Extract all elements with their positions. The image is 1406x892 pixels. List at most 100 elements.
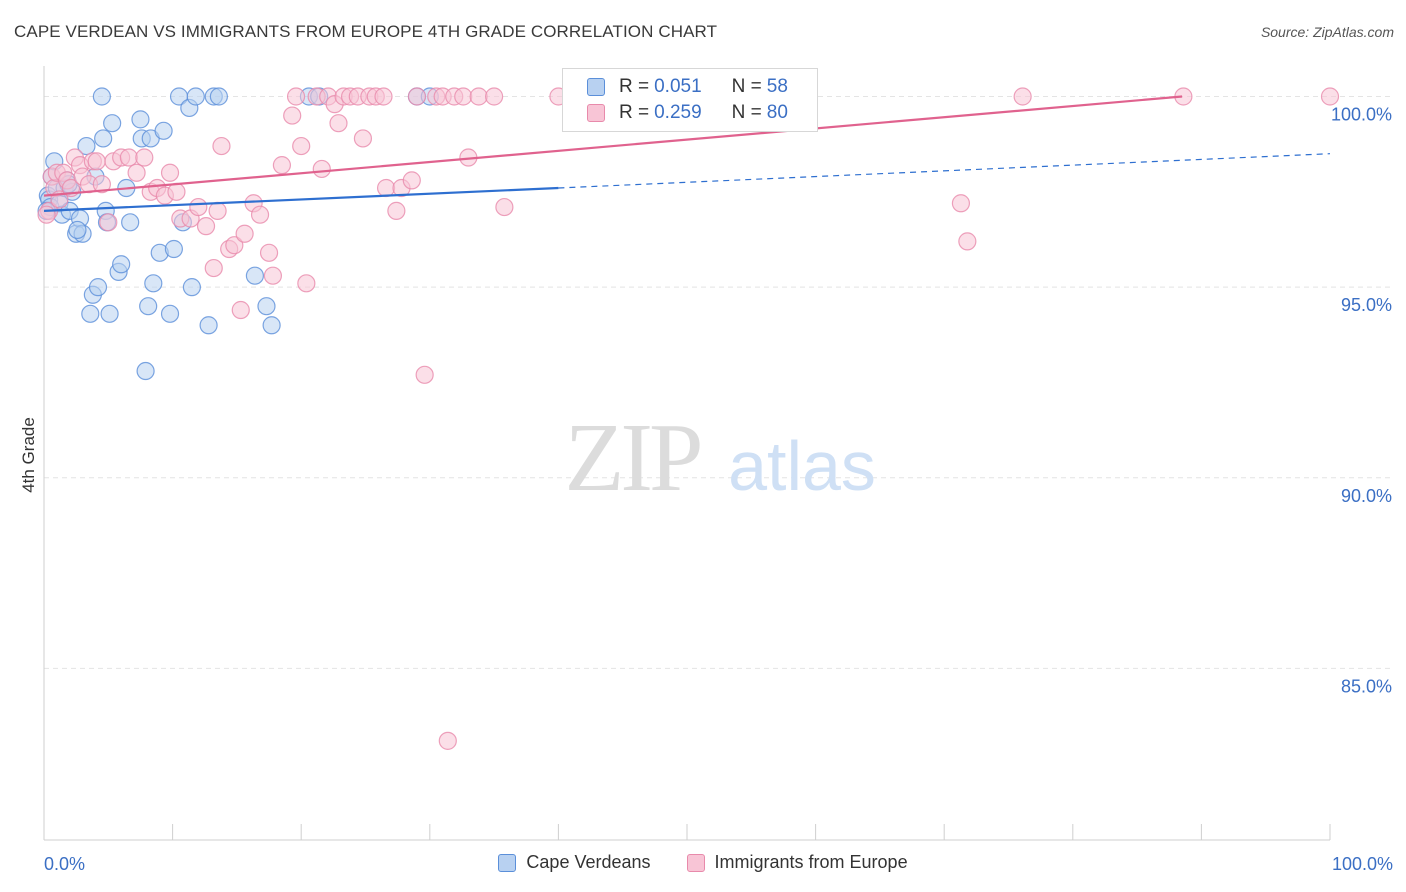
point-immigrants-from-europe	[92, 175, 111, 194]
legend-label: Cape Verdeans	[526, 852, 651, 872]
point-immigrants-from-europe	[951, 194, 971, 213]
legend-item-cape-verdeans[interactable]: Cape Verdeans	[498, 852, 651, 873]
point-immigrants-from-europe	[297, 274, 316, 293]
point-immigrants-from-europe	[87, 152, 106, 171]
watermark-atlas: atlas	[728, 427, 876, 505]
watermark: ZIP atlas	[565, 404, 876, 512]
point-immigrants-from-europe	[1013, 87, 1032, 106]
point-cape-verdeans	[154, 121, 173, 140]
point-cape-verdeans	[77, 136, 96, 156]
stats-legend-row-immigrants-from-europe: R = 0.259 N = 80	[587, 100, 788, 126]
legend-swatch-pink	[587, 104, 605, 122]
stats-legend: R = 0.051 N = 58 R = 0.259 N = 80	[562, 68, 818, 132]
y-tick-label: 95.0%	[1341, 295, 1392, 315]
n-value: 80	[766, 102, 788, 123]
n-value: 58	[766, 76, 788, 97]
point-immigrants-from-europe	[485, 87, 504, 106]
point-cape-verdeans	[81, 304, 100, 323]
point-immigrants-from-europe	[263, 266, 283, 285]
n-label: N =	[731, 102, 762, 123]
point-immigrants-from-europe	[495, 197, 514, 217]
point-immigrants-from-europe	[212, 136, 231, 156]
point-immigrants-from-europe	[259, 243, 279, 262]
point-cape-verdeans	[164, 239, 183, 259]
point-immigrants-from-europe	[196, 217, 216, 236]
point-cape-verdeans	[139, 297, 158, 316]
point-cape-verdeans	[209, 87, 228, 106]
point-immigrants-from-europe	[376, 178, 396, 198]
point-cape-verdeans	[88, 278, 108, 297]
chart-title: CAPE VERDEAN VS IMMIGRANTS FROM EUROPE 4…	[14, 22, 718, 41]
point-cape-verdeans	[245, 266, 265, 285]
stats-legend-row-cape-verdeans: R = 0.051 N = 58	[587, 74, 788, 100]
x-tick-label: 0.0%	[44, 854, 85, 874]
watermark-zip: ZIP	[565, 404, 700, 512]
point-immigrants-from-europe	[119, 148, 138, 167]
point-immigrants-from-europe	[438, 731, 457, 750]
point-immigrants-from-europe	[167, 182, 186, 201]
legend-swatch-blue	[587, 78, 605, 96]
point-cape-verdeans	[94, 129, 113, 148]
point-immigrants-from-europe	[1320, 87, 1340, 106]
trend-layer	[43, 95, 1331, 212]
trendline-cape-verdeans-projection	[558, 153, 1331, 189]
trendline-immigrants-from-europe	[43, 95, 1183, 197]
point-immigrants-from-europe	[160, 163, 180, 182]
x-tick-label: 100.0%	[1332, 854, 1393, 874]
point-cape-verdeans	[144, 274, 163, 293]
point-cape-verdeans	[100, 304, 119, 323]
label-layer: 100.0% 95.0% 90.0% 85.0% 0.0% 100.0% 4th Grade	[19, 105, 1393, 874]
legend-label: Immigrants from Europe	[714, 852, 908, 872]
point-immigrants-from-europe	[99, 213, 118, 232]
point-immigrants-from-europe	[415, 365, 434, 384]
point-immigrants-from-europe	[469, 87, 488, 106]
r-value: 0.259	[654, 102, 702, 123]
y-tick-label: 100.0%	[1331, 105, 1392, 125]
point-immigrants-from-europe	[225, 236, 244, 255]
r-label: R =	[619, 76, 650, 97]
point-cape-verdeans	[103, 114, 122, 133]
point-immigrants-from-europe	[283, 106, 302, 125]
r-label: R =	[619, 102, 650, 123]
point-immigrants-from-europe	[402, 171, 421, 190]
point-cape-verdeans	[136, 361, 155, 381]
series-legend: Cape Verdeans Immigrants from Europe	[0, 852, 1406, 873]
legend-swatch-blue	[498, 853, 517, 872]
point-immigrants-from-europe	[204, 258, 223, 278]
y-tick-label: 90.0%	[1341, 486, 1392, 506]
point-immigrants-from-europe	[292, 136, 311, 156]
point-immigrants-from-europe	[387, 201, 406, 220]
point-immigrants-from-europe	[127, 163, 146, 182]
point-immigrants-from-europe	[454, 87, 473, 106]
point-cape-verdeans	[199, 316, 218, 335]
point-immigrants-from-europe	[272, 156, 292, 175]
point-immigrants-from-europe	[235, 224, 254, 243]
source-credit: Source: ZipAtlas.com	[1260, 24, 1394, 40]
n-label: N =	[731, 76, 762, 97]
point-cape-verdeans	[182, 278, 201, 297]
point-immigrants-from-europe	[37, 205, 56, 224]
point-immigrants-from-europe	[189, 197, 208, 217]
point-immigrants-from-europe	[312, 159, 331, 179]
legend-swatch-pink	[686, 853, 705, 872]
point-immigrants-from-europe	[958, 232, 977, 251]
point-immigrants-from-europe	[250, 205, 270, 224]
legend-item-immigrants-from-europe[interactable]: Immigrants from Europe	[686, 852, 908, 873]
y-tick-label: 85.0%	[1341, 676, 1392, 696]
point-immigrants-from-europe	[353, 129, 373, 148]
point-immigrants-from-europe	[286, 87, 306, 106]
point-cape-verdeans	[131, 110, 150, 129]
point-cape-verdeans	[112, 255, 131, 274]
point-immigrants-from-europe	[231, 300, 250, 320]
point-cape-verdeans	[160, 304, 180, 323]
point-immigrants-from-europe	[135, 148, 154, 167]
grid-layer	[44, 96, 1390, 669]
r-value: 0.051	[654, 76, 702, 97]
trendline-cape-verdeans	[43, 186, 559, 212]
point-immigrants-from-europe	[329, 114, 348, 133]
point-cape-verdeans	[262, 316, 281, 335]
y-axis-title: 4th Grade	[19, 417, 38, 493]
point-immigrants-from-europe	[407, 87, 427, 106]
point-cape-verdeans	[257, 297, 276, 316]
